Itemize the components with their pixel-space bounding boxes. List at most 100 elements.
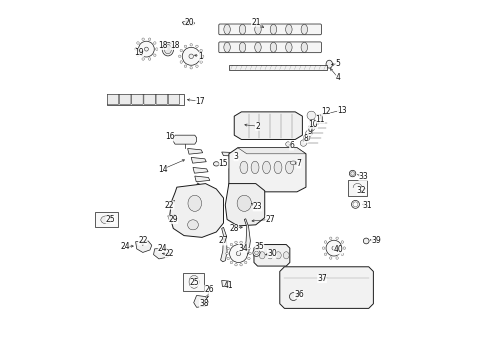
Text: 38: 38 bbox=[199, 299, 209, 308]
Ellipse shape bbox=[329, 237, 332, 239]
Text: 14: 14 bbox=[158, 165, 167, 174]
Polygon shape bbox=[220, 227, 227, 262]
Text: 24: 24 bbox=[158, 244, 167, 253]
Text: 27: 27 bbox=[265, 215, 275, 224]
Text: 35: 35 bbox=[254, 242, 264, 251]
Text: 12: 12 bbox=[321, 107, 330, 116]
Ellipse shape bbox=[239, 24, 246, 35]
Polygon shape bbox=[153, 248, 170, 259]
Ellipse shape bbox=[286, 161, 294, 174]
Ellipse shape bbox=[236, 251, 241, 256]
Ellipse shape bbox=[148, 58, 151, 60]
FancyBboxPatch shape bbox=[132, 94, 143, 104]
Ellipse shape bbox=[142, 58, 145, 60]
Ellipse shape bbox=[364, 238, 369, 244]
Ellipse shape bbox=[224, 42, 230, 52]
Ellipse shape bbox=[227, 247, 229, 250]
Text: 3: 3 bbox=[234, 152, 239, 161]
Text: 25: 25 bbox=[106, 215, 115, 224]
Ellipse shape bbox=[247, 257, 250, 260]
Text: 11: 11 bbox=[316, 114, 325, 123]
Ellipse shape bbox=[180, 49, 183, 52]
Polygon shape bbox=[196, 183, 201, 191]
Ellipse shape bbox=[245, 243, 247, 246]
Ellipse shape bbox=[245, 261, 247, 264]
Polygon shape bbox=[195, 176, 210, 182]
Text: 18: 18 bbox=[171, 41, 180, 50]
Text: 22: 22 bbox=[165, 201, 174, 210]
Text: 20: 20 bbox=[185, 18, 194, 27]
Ellipse shape bbox=[322, 247, 325, 249]
Ellipse shape bbox=[336, 237, 339, 239]
Polygon shape bbox=[168, 215, 176, 220]
Ellipse shape bbox=[290, 161, 296, 165]
FancyBboxPatch shape bbox=[219, 42, 321, 53]
Text: 16: 16 bbox=[165, 132, 174, 141]
FancyBboxPatch shape bbox=[144, 94, 155, 104]
Polygon shape bbox=[225, 184, 265, 226]
Ellipse shape bbox=[239, 42, 246, 52]
Text: 41: 41 bbox=[224, 281, 234, 290]
Ellipse shape bbox=[329, 257, 332, 259]
Ellipse shape bbox=[135, 48, 137, 50]
Ellipse shape bbox=[275, 252, 281, 259]
Ellipse shape bbox=[286, 42, 292, 52]
Ellipse shape bbox=[286, 142, 291, 147]
Polygon shape bbox=[254, 244, 290, 266]
Ellipse shape bbox=[249, 252, 251, 255]
FancyBboxPatch shape bbox=[168, 94, 180, 104]
Ellipse shape bbox=[137, 54, 139, 57]
Text: 17: 17 bbox=[196, 96, 205, 105]
Ellipse shape bbox=[237, 195, 251, 211]
Ellipse shape bbox=[341, 253, 343, 256]
Polygon shape bbox=[245, 219, 250, 255]
Text: 10: 10 bbox=[308, 120, 318, 129]
Ellipse shape bbox=[247, 247, 250, 250]
Ellipse shape bbox=[324, 253, 327, 256]
Text: 33: 33 bbox=[359, 172, 368, 181]
Ellipse shape bbox=[101, 216, 112, 224]
Ellipse shape bbox=[301, 24, 308, 35]
Polygon shape bbox=[170, 184, 223, 237]
Ellipse shape bbox=[307, 111, 316, 120]
Polygon shape bbox=[191, 157, 206, 163]
FancyBboxPatch shape bbox=[219, 24, 321, 35]
Ellipse shape bbox=[255, 24, 261, 35]
Ellipse shape bbox=[139, 41, 154, 57]
Ellipse shape bbox=[178, 55, 181, 58]
Ellipse shape bbox=[227, 257, 229, 260]
Ellipse shape bbox=[153, 54, 156, 57]
Ellipse shape bbox=[324, 241, 327, 243]
Ellipse shape bbox=[270, 42, 277, 52]
Text: 23: 23 bbox=[253, 202, 262, 211]
Polygon shape bbox=[234, 112, 302, 139]
Ellipse shape bbox=[184, 65, 187, 67]
FancyBboxPatch shape bbox=[95, 212, 118, 227]
Text: 15: 15 bbox=[219, 159, 228, 168]
Ellipse shape bbox=[255, 42, 261, 52]
FancyBboxPatch shape bbox=[156, 94, 168, 104]
Ellipse shape bbox=[270, 24, 277, 35]
Ellipse shape bbox=[189, 54, 194, 59]
Text: 22: 22 bbox=[138, 237, 147, 246]
Ellipse shape bbox=[235, 241, 237, 244]
Text: 7: 7 bbox=[296, 159, 301, 168]
Polygon shape bbox=[221, 152, 290, 158]
Polygon shape bbox=[238, 148, 306, 154]
Ellipse shape bbox=[253, 249, 260, 256]
FancyBboxPatch shape bbox=[120, 94, 131, 104]
Ellipse shape bbox=[310, 120, 317, 126]
Ellipse shape bbox=[164, 44, 171, 54]
Text: 1: 1 bbox=[198, 52, 202, 61]
Ellipse shape bbox=[259, 252, 265, 259]
Ellipse shape bbox=[180, 61, 183, 63]
Text: 27: 27 bbox=[219, 237, 228, 246]
Polygon shape bbox=[173, 135, 196, 144]
Polygon shape bbox=[229, 148, 306, 192]
Ellipse shape bbox=[263, 161, 270, 174]
Text: 40: 40 bbox=[333, 246, 343, 255]
Polygon shape bbox=[182, 21, 195, 25]
Polygon shape bbox=[280, 267, 373, 309]
Polygon shape bbox=[136, 241, 152, 252]
FancyBboxPatch shape bbox=[107, 94, 184, 105]
